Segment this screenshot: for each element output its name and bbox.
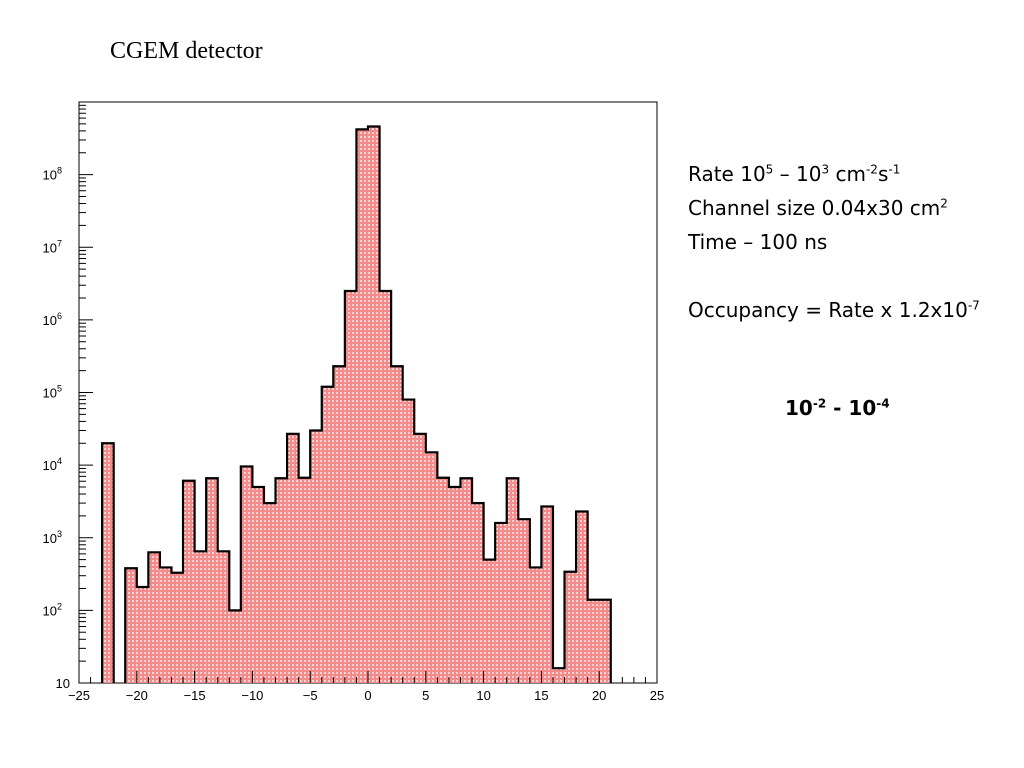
channel-exp: 2 xyxy=(940,196,948,211)
histogram-bar xyxy=(414,433,426,683)
histogram-bar xyxy=(379,290,392,683)
histogram-bar xyxy=(310,430,322,683)
x-tick-label: 15 xyxy=(534,688,548,703)
histogram-bar xyxy=(321,386,334,683)
histogram-bar xyxy=(125,568,137,683)
histogram-bar xyxy=(333,366,345,683)
histogram-bar xyxy=(460,478,473,683)
occupancy-text: Occupancy = Rate x 1.2x10 xyxy=(688,298,968,322)
slide-title: CGEM detector xyxy=(110,38,263,64)
histogram-outline xyxy=(101,125,612,683)
x-tick-label: −15 xyxy=(184,688,206,703)
result-sep: - 10 xyxy=(826,396,877,420)
histogram-bar xyxy=(518,519,530,683)
y-tick-label: 106 xyxy=(43,311,62,328)
histogram-bar xyxy=(263,503,276,683)
channel-line: Channel size 0.04x30 cm2 xyxy=(688,191,980,225)
x-tick-label: 20 xyxy=(592,688,606,703)
x-tick-label: −25 xyxy=(68,688,90,703)
result-base-a: 10 xyxy=(785,396,813,420)
histogram-bar xyxy=(148,552,160,683)
rate-unit-2: s xyxy=(877,162,889,186)
rate-exp-3: -2 xyxy=(865,162,878,177)
histogram-bar xyxy=(564,571,577,683)
histogram-bar xyxy=(437,477,449,683)
histogram-bar xyxy=(298,477,311,683)
x-tick-label: −20 xyxy=(126,688,148,703)
histogram-bar xyxy=(252,486,264,683)
y-tick-label: 103 xyxy=(43,529,62,546)
y-tick-label: 10 xyxy=(56,676,70,691)
y-tick-label: 105 xyxy=(43,384,62,401)
histogram-bar xyxy=(402,399,415,683)
histogram-bar xyxy=(391,366,403,683)
rate-exp-1: 5 xyxy=(765,162,774,177)
result-exp-a: -2 xyxy=(812,396,827,411)
y-tick-label: 102 xyxy=(43,601,62,618)
histogram-bar xyxy=(448,486,461,683)
y-tick-label: 107 xyxy=(43,238,62,255)
histogram-bar xyxy=(541,506,553,683)
histogram-bar xyxy=(356,129,368,684)
histogram-bar xyxy=(587,599,600,683)
histogram-bar xyxy=(529,567,542,683)
histogram-bar xyxy=(229,610,241,683)
x-tick-label: 0 xyxy=(364,688,371,703)
y-tick-label: 108 xyxy=(43,166,62,183)
histogram-bar xyxy=(483,559,496,683)
histogram-bar xyxy=(287,433,299,683)
x-tick-label: 5 xyxy=(422,688,429,703)
histogram-bar xyxy=(206,478,218,683)
y-tick-label: 104 xyxy=(43,456,62,473)
histogram-bar xyxy=(159,567,172,683)
histogram-bar xyxy=(102,443,114,683)
info-panel: Rate 105 – 103 cm-2s-1 Channel size 0.04… xyxy=(688,157,980,327)
rate-prefix: Rate 10 xyxy=(688,162,766,186)
rate-mid: – 10 xyxy=(773,162,822,186)
histogram-bar xyxy=(183,480,195,683)
histogram-bar xyxy=(171,572,184,683)
histogram-bar xyxy=(368,126,380,684)
histogram-bar xyxy=(576,511,588,683)
rate-unit: cm xyxy=(829,162,866,186)
histogram-bar xyxy=(472,503,484,683)
histogram-bar xyxy=(217,551,230,683)
histogram-bar xyxy=(425,452,438,683)
x-tick-label: −5 xyxy=(303,688,318,703)
histogram-bar xyxy=(495,522,507,683)
x-tick-label: 25 xyxy=(650,688,664,703)
occupancy-line: Occupancy = Rate x 1.2x10-7 xyxy=(688,293,980,327)
histogram-bar xyxy=(275,478,288,683)
histogram-bar xyxy=(506,478,519,683)
histogram-bar xyxy=(136,586,149,683)
rate-line: Rate 105 – 103 cm-2s-1 xyxy=(688,157,980,191)
x-axis: −25 −20 −15 −10 −5 0 5 10 15 20 25 xyxy=(68,671,664,703)
y-axis: 10 102 103 104 105 106 107 108 xyxy=(43,104,93,691)
histogram-bars xyxy=(102,126,611,684)
histogram-bar xyxy=(599,599,611,683)
rate-exp-2: 3 xyxy=(821,162,830,177)
histogram-bar xyxy=(194,551,207,683)
histogram-bar xyxy=(552,668,565,683)
x-tick-label: −10 xyxy=(241,688,263,703)
histogram-bar xyxy=(240,466,253,683)
rate-exp-4: -1 xyxy=(888,162,901,177)
result-exp-b: -4 xyxy=(876,396,890,411)
time-line: Time – 100 ns xyxy=(688,230,828,254)
histogram-bar xyxy=(344,290,357,683)
channel-text: Channel size 0.04x30 cm xyxy=(688,196,941,220)
occupancy-exp: -7 xyxy=(967,298,980,313)
occupancy-result: 10-2 - 10-4 xyxy=(785,396,890,420)
x-tick-label: 10 xyxy=(476,688,490,703)
